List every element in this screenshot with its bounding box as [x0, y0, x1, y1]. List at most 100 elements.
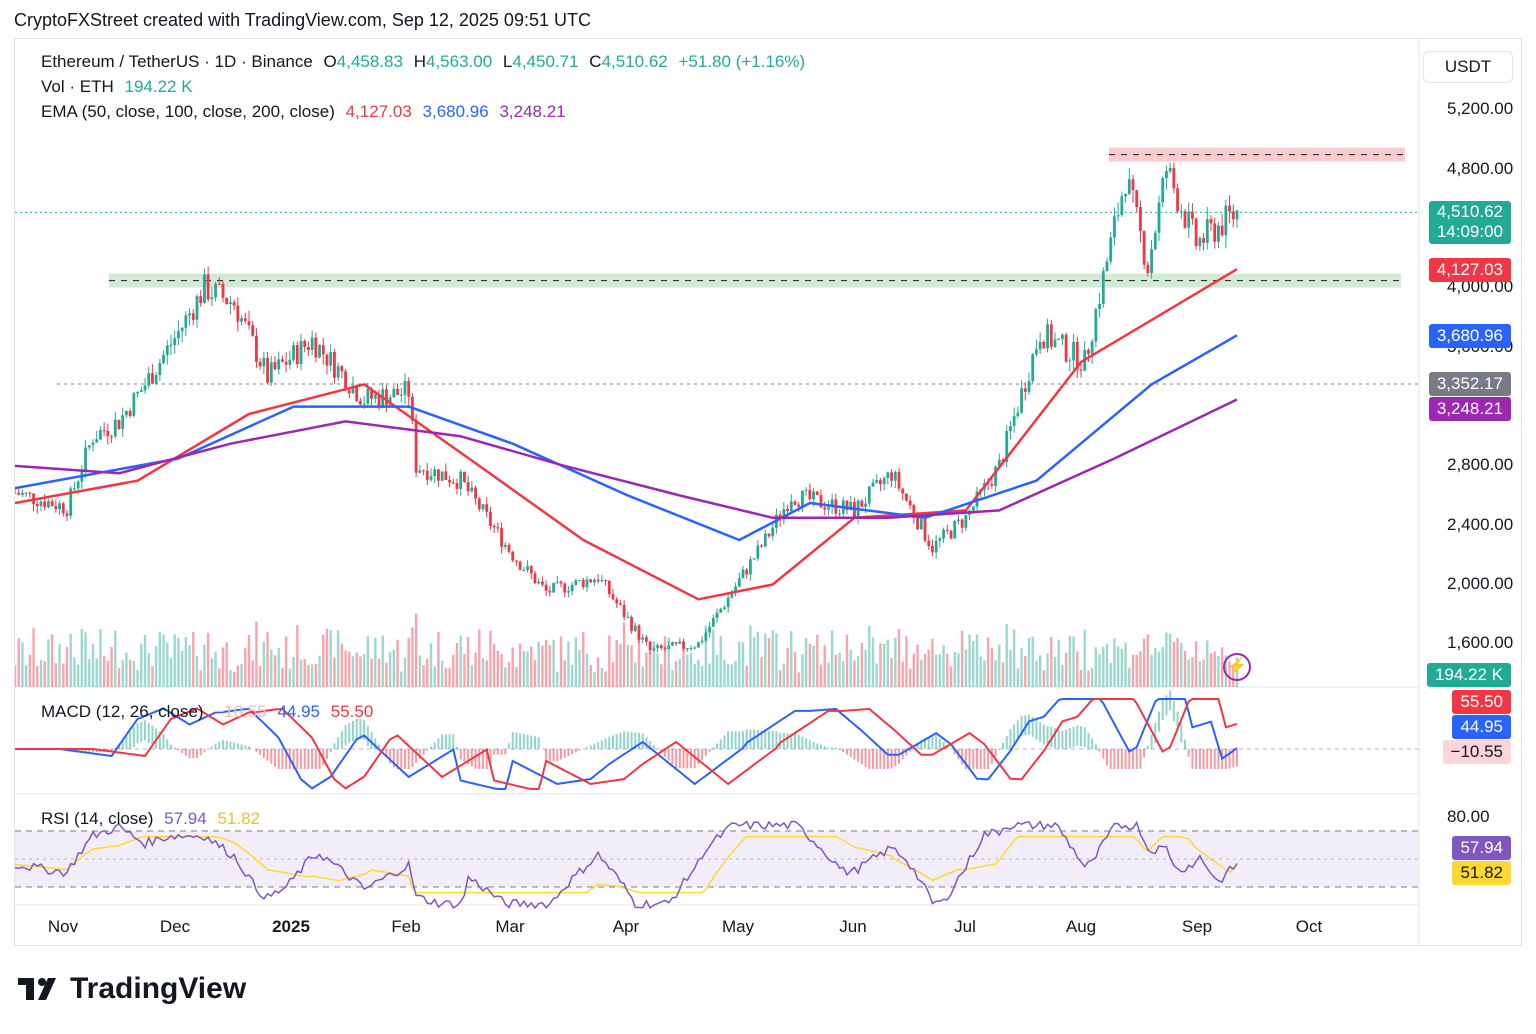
macd-histogram-bar [333, 743, 336, 749]
legend-macd-label[interactable]: MACD (12, 26, close) [41, 702, 204, 721]
candle-body [177, 331, 180, 339]
macd-histogram-bar [1083, 727, 1086, 748]
candle-body [1061, 334, 1064, 340]
legend-volume-label[interactable]: Vol · ETH [41, 77, 114, 96]
volume-bar [121, 660, 124, 687]
candle-body [1131, 179, 1135, 191]
volume-bar [258, 666, 262, 687]
volume-bar [786, 647, 789, 687]
volume-bar [908, 668, 912, 687]
candle-body [942, 529, 945, 539]
candle-body [689, 648, 693, 650]
volume-bar [1031, 636, 1034, 687]
volume-bar [533, 660, 537, 687]
currency-button[interactable]: USDT [1423, 51, 1513, 83]
volume-bar [437, 631, 440, 687]
last-price-tag[interactable]: 4,510.62 14:09:00 [1428, 201, 1511, 244]
volume-bar [270, 649, 273, 687]
volume-bar [1024, 655, 1027, 687]
legend-change: +51.80 (+1.16%) [678, 52, 806, 71]
macd-histogram-bar [723, 735, 726, 749]
volume-bar [236, 665, 240, 687]
volume-bar [54, 663, 58, 687]
macd-histogram-bar [348, 723, 351, 744]
volume-bar [117, 668, 121, 687]
candle-body [882, 478, 886, 485]
macd-histogram-bar [274, 749, 276, 767]
volume-bar [385, 662, 388, 687]
volume-bar [856, 656, 860, 687]
macd-histogram-bar [467, 749, 470, 765]
legend-ema-label[interactable]: EMA (50, close, 100, close, 200, close) [41, 102, 335, 121]
volume-bar [715, 654, 719, 687]
macd-histogram-bar [259, 749, 262, 755]
y-tick-1600: 1,600.00 [1447, 633, 1514, 652]
macd-histogram-bar [173, 747, 176, 749]
macd-histogram-bar [1128, 749, 1131, 769]
macd-histogram-bar [745, 729, 748, 749]
candle-body [310, 337, 314, 350]
candle-body [589, 579, 593, 583]
macd-histogram-bar [389, 749, 392, 764]
macd-histogram-bar [664, 749, 666, 757]
price-chart[interactable] [15, 39, 1521, 945]
candle-body [15, 492, 17, 494]
macd-histogram-bar [1039, 722, 1042, 743]
candle-body [1187, 211, 1191, 228]
macd-histogram-bar [704, 749, 707, 756]
candle-body [1116, 215, 1120, 217]
candle-body [1027, 381, 1031, 392]
candle-body [191, 313, 195, 320]
volume-bar [500, 653, 503, 687]
macd-histogram-bar [463, 749, 466, 762]
y-tick-5200: 5,200.00 [1447, 99, 1514, 118]
macd-histogram-bar [608, 736, 611, 749]
candle-body [1049, 324, 1053, 347]
candle-body [407, 381, 411, 397]
macd-histogram-bar [942, 742, 945, 749]
candle-body [1231, 211, 1235, 220]
candle-body [84, 447, 87, 472]
candle-body [236, 305, 240, 322]
volume-bar [920, 659, 923, 687]
macd-histogram-bar [1009, 729, 1012, 749]
legend-symbol[interactable]: Ethereum / TetherUS · 1D · Binance [41, 52, 313, 71]
candle-body [1105, 261, 1109, 271]
volume-bar [125, 652, 128, 687]
macd-histogram-bar [1228, 749, 1231, 769]
candle-body [125, 410, 128, 416]
macd-histogram-bar [890, 749, 893, 769]
tradingview-logo[interactable]: TradingView [18, 972, 246, 1006]
chart-frame[interactable]: Ethereum / TetherUS · 1D · Binance O4,45… [14, 38, 1522, 946]
volume-bar [1094, 647, 1098, 687]
macd-histogram-bar [374, 738, 377, 749]
volume-bar [481, 658, 485, 687]
candle-body [938, 538, 942, 541]
macd-histogram-bar [1169, 690, 1172, 711]
macd-histogram-bar [537, 737, 540, 749]
lightning-icon[interactable]: ⚡ [1223, 653, 1251, 681]
candle-body [1194, 218, 1198, 247]
candle-body [771, 527, 775, 537]
macd-histogram-bar [734, 731, 737, 749]
volume-bar [615, 639, 618, 687]
volume-bar [622, 622, 626, 687]
volume-bar [169, 658, 173, 687]
legend-rsi-label[interactable]: RSI (14, close) [41, 809, 154, 828]
macd-histogram-bar [262, 749, 265, 758]
legend-ema100: 3,680.96 [422, 102, 489, 121]
volume-bar [106, 660, 110, 687]
macd-histogram-bar [600, 740, 603, 749]
candle-body [1046, 324, 1049, 349]
candle-body [1153, 232, 1157, 250]
macd-histogram-bar [1080, 726, 1082, 747]
candle-body [1009, 426, 1012, 431]
volume-bar [1168, 634, 1172, 687]
candle-body [923, 518, 927, 541]
macd-histogram-bar [170, 744, 172, 749]
volume-bar [154, 646, 158, 687]
volume-bar [299, 659, 303, 687]
macd-histogram-bar [779, 733, 782, 749]
legend-high-label: H [413, 52, 426, 71]
candle-body [444, 471, 448, 480]
